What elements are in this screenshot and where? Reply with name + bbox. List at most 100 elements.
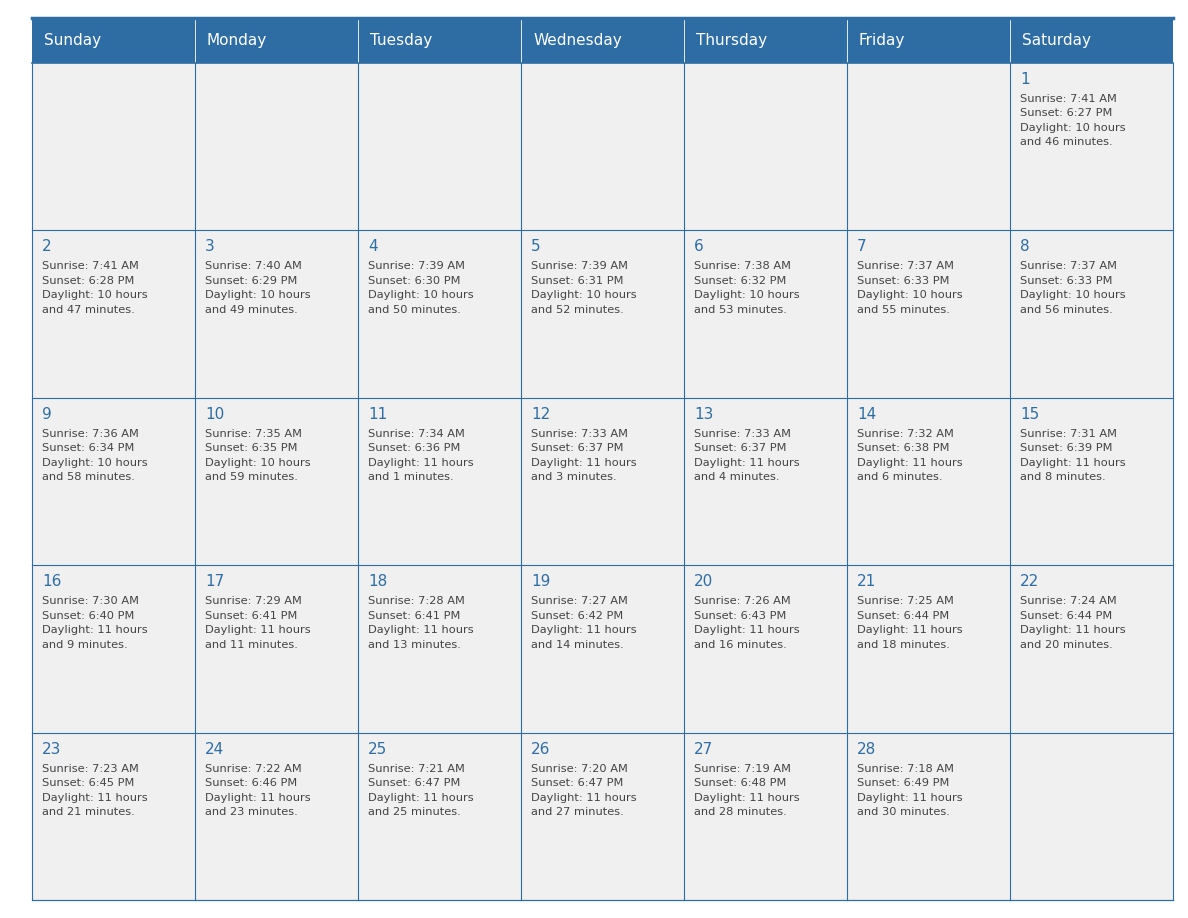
Text: Sunset: 6:44 PM: Sunset: 6:44 PM	[1020, 610, 1112, 621]
Text: and 25 minutes.: and 25 minutes.	[368, 807, 461, 817]
Text: Daylight: 10 hours: Daylight: 10 hours	[206, 458, 310, 468]
Bar	[522, 397, 684, 565]
Text: Daylight: 10 hours: Daylight: 10 hours	[368, 290, 474, 300]
Bar	[847, 565, 1010, 733]
Text: Sunset: 6:33 PM: Sunset: 6:33 PM	[857, 276, 949, 285]
Text: and 56 minutes.: and 56 minutes.	[1020, 305, 1113, 315]
Text: 3: 3	[206, 240, 215, 254]
Text: and 23 minutes.: and 23 minutes.	[206, 807, 298, 817]
Text: and 47 minutes.: and 47 minutes.	[42, 305, 134, 315]
Text: 4: 4	[368, 240, 378, 254]
Text: Sunset: 6:48 PM: Sunset: 6:48 PM	[694, 778, 786, 788]
Text: 24: 24	[206, 742, 225, 756]
Bar	[847, 63, 1010, 230]
Text: Sunset: 6:47 PM: Sunset: 6:47 PM	[531, 778, 624, 788]
Text: Blue: Blue	[65, 0, 118, 4]
Text: Sunset: 6:36 PM: Sunset: 6:36 PM	[368, 443, 461, 453]
Text: Daylight: 10 hours: Daylight: 10 hours	[42, 458, 147, 468]
Bar	[358, 397, 522, 565]
Text: Sunset: 6:43 PM: Sunset: 6:43 PM	[694, 610, 786, 621]
Bar	[195, 63, 358, 230]
Text: 5: 5	[531, 240, 541, 254]
Bar	[1010, 63, 1173, 230]
Bar	[32, 230, 195, 397]
Text: Sunset: 6:46 PM: Sunset: 6:46 PM	[206, 778, 297, 788]
Text: Sunset: 6:40 PM: Sunset: 6:40 PM	[42, 610, 134, 621]
Text: and 55 minutes.: and 55 minutes.	[857, 305, 950, 315]
Text: Sunrise: 7:39 AM: Sunrise: 7:39 AM	[531, 262, 628, 272]
Text: and 58 minutes.: and 58 minutes.	[42, 472, 135, 482]
Bar	[32, 733, 195, 900]
Text: Daylight: 10 hours: Daylight: 10 hours	[1020, 290, 1125, 300]
Text: Sunrise: 7:33 AM: Sunrise: 7:33 AM	[694, 429, 791, 439]
Text: Daylight: 11 hours: Daylight: 11 hours	[857, 792, 962, 802]
Text: 10: 10	[206, 407, 225, 421]
Text: Sunrise: 7:25 AM: Sunrise: 7:25 AM	[857, 596, 954, 606]
Text: Monday: Monday	[207, 33, 267, 48]
Bar	[358, 733, 522, 900]
Text: Daylight: 11 hours: Daylight: 11 hours	[368, 458, 474, 468]
Text: Sunset: 6:33 PM: Sunset: 6:33 PM	[1020, 276, 1112, 285]
Text: Sunrise: 7:38 AM: Sunrise: 7:38 AM	[694, 262, 791, 272]
Text: Sunrise: 7:29 AM: Sunrise: 7:29 AM	[206, 596, 302, 606]
Text: and 28 minutes.: and 28 minutes.	[694, 807, 786, 817]
Bar	[32, 63, 195, 230]
Bar	[684, 230, 847, 397]
Text: Sunrise: 7:37 AM: Sunrise: 7:37 AM	[857, 262, 954, 272]
Text: and 49 minutes.: and 49 minutes.	[206, 305, 298, 315]
Text: Sunset: 6:42 PM: Sunset: 6:42 PM	[531, 610, 624, 621]
Text: Sunset: 6:30 PM: Sunset: 6:30 PM	[368, 276, 461, 285]
Text: 16: 16	[42, 574, 62, 589]
Text: 19: 19	[531, 574, 550, 589]
Text: Daylight: 11 hours: Daylight: 11 hours	[1020, 458, 1125, 468]
Text: and 46 minutes.: and 46 minutes.	[1020, 138, 1113, 148]
Text: Daylight: 10 hours: Daylight: 10 hours	[857, 290, 962, 300]
Text: Sunrise: 7:41 AM: Sunrise: 7:41 AM	[42, 262, 139, 272]
Text: and 52 minutes.: and 52 minutes.	[531, 305, 624, 315]
Text: 7: 7	[857, 240, 866, 254]
Text: Sunrise: 7:26 AM: Sunrise: 7:26 AM	[694, 596, 791, 606]
Text: Sunset: 6:32 PM: Sunset: 6:32 PM	[694, 276, 786, 285]
Bar	[847, 230, 1010, 397]
Text: and 11 minutes.: and 11 minutes.	[206, 640, 298, 650]
Bar	[195, 230, 358, 397]
Bar	[522, 230, 684, 397]
Text: and 18 minutes.: and 18 minutes.	[857, 640, 950, 650]
Text: Sunrise: 7:22 AM: Sunrise: 7:22 AM	[206, 764, 302, 774]
Bar	[195, 565, 358, 733]
Text: 12: 12	[531, 407, 550, 421]
Text: and 53 minutes.: and 53 minutes.	[694, 305, 786, 315]
Text: Sunset: 6:38 PM: Sunset: 6:38 PM	[857, 443, 949, 453]
Bar	[1010, 397, 1173, 565]
Text: 14: 14	[857, 407, 877, 421]
Text: Daylight: 11 hours: Daylight: 11 hours	[694, 792, 800, 802]
Text: Wednesday: Wednesday	[533, 33, 621, 48]
Text: 9: 9	[42, 407, 52, 421]
Bar	[195, 733, 358, 900]
Text: Daylight: 11 hours: Daylight: 11 hours	[531, 458, 637, 468]
Text: Sunset: 6:28 PM: Sunset: 6:28 PM	[42, 276, 134, 285]
Text: and 59 minutes.: and 59 minutes.	[206, 472, 298, 482]
Bar	[32, 565, 195, 733]
Text: Sunrise: 7:31 AM: Sunrise: 7:31 AM	[1020, 429, 1117, 439]
Bar	[32, 18, 1173, 63]
Text: and 27 minutes.: and 27 minutes.	[531, 807, 624, 817]
Text: and 20 minutes.: and 20 minutes.	[1020, 640, 1113, 650]
Text: Sunset: 6:44 PM: Sunset: 6:44 PM	[857, 610, 949, 621]
Text: Sunrise: 7:21 AM: Sunrise: 7:21 AM	[368, 764, 465, 774]
Text: Daylight: 10 hours: Daylight: 10 hours	[694, 290, 800, 300]
Text: Sunrise: 7:41 AM: Sunrise: 7:41 AM	[1020, 94, 1117, 104]
Text: Tuesday: Tuesday	[369, 33, 432, 48]
Text: Thursday: Thursday	[696, 33, 767, 48]
Text: 21: 21	[857, 574, 877, 589]
Text: Saturday: Saturday	[1022, 33, 1091, 48]
Text: Sunday: Sunday	[44, 33, 101, 48]
Text: and 3 minutes.: and 3 minutes.	[531, 472, 617, 482]
Bar	[847, 733, 1010, 900]
Text: 15: 15	[1020, 407, 1040, 421]
Text: Sunset: 6:41 PM: Sunset: 6:41 PM	[368, 610, 461, 621]
Text: Sunrise: 7:20 AM: Sunrise: 7:20 AM	[531, 764, 628, 774]
Text: Sunset: 6:41 PM: Sunset: 6:41 PM	[206, 610, 297, 621]
Text: Sunrise: 7:30 AM: Sunrise: 7:30 AM	[42, 596, 139, 606]
Text: Sunset: 6:49 PM: Sunset: 6:49 PM	[857, 778, 949, 788]
